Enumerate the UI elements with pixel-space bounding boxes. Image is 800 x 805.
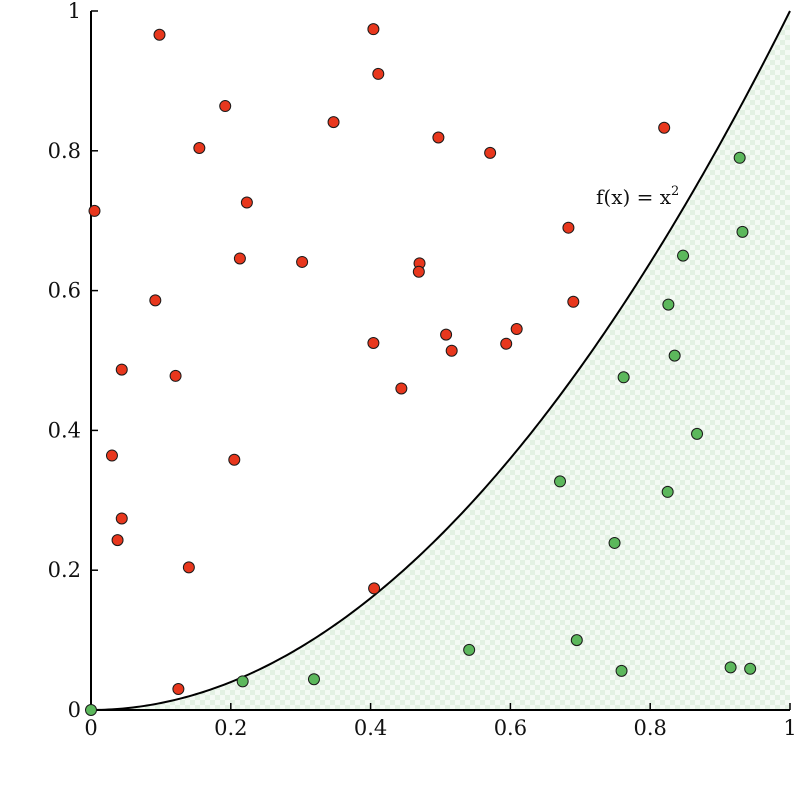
data-point-above bbox=[395, 382, 408, 395]
data-point-below bbox=[733, 151, 746, 164]
data-point-above bbox=[233, 252, 246, 265]
y-tick-label: 0.6 bbox=[48, 279, 81, 303]
data-point-above bbox=[115, 512, 128, 525]
data-point-below bbox=[85, 704, 97, 716]
data-point-below bbox=[677, 249, 690, 262]
data-point-above bbox=[228, 453, 241, 466]
y-tick-label: 0.8 bbox=[48, 139, 81, 163]
shaded-region bbox=[91, 11, 790, 710]
data-point-above bbox=[193, 142, 206, 154]
data-point-below bbox=[661, 485, 674, 498]
data-point-above bbox=[567, 295, 580, 308]
x-tick-label: 0 bbox=[84, 716, 97, 740]
data-point-above bbox=[440, 328, 453, 341]
data-point-above bbox=[500, 337, 513, 350]
y-tick-label: 0 bbox=[68, 698, 81, 722]
series-below bbox=[85, 151, 757, 716]
data-point-above bbox=[562, 221, 575, 234]
data-point-above bbox=[367, 337, 380, 350]
data-point-below bbox=[236, 675, 249, 688]
x-tick-label: 1 bbox=[783, 716, 796, 740]
data-point-above bbox=[172, 683, 185, 696]
data-point-above bbox=[484, 146, 497, 159]
data-point-below bbox=[463, 643, 476, 656]
data-point-above bbox=[445, 344, 458, 357]
y-tick-label: 0.2 bbox=[48, 558, 81, 582]
data-point-above bbox=[115, 363, 128, 376]
curve-label-text: f(x) = x bbox=[596, 185, 672, 209]
data-point-above bbox=[149, 294, 162, 307]
data-point-above bbox=[153, 28, 166, 41]
x-tick-label: 0.4 bbox=[354, 716, 387, 740]
x-tick-label: 0.6 bbox=[494, 716, 527, 740]
data-point-below bbox=[554, 475, 567, 488]
data-point-below bbox=[744, 662, 757, 675]
data-point-below bbox=[662, 298, 675, 311]
data-point-above bbox=[432, 131, 445, 144]
data-point-above bbox=[510, 323, 523, 336]
data-point-above bbox=[169, 369, 182, 382]
curve-label: f(x) = x2 bbox=[596, 184, 679, 209]
data-point-above bbox=[367, 23, 380, 36]
data-point-below bbox=[608, 536, 621, 549]
curve-label-exponent: 2 bbox=[671, 184, 679, 199]
data-point-below bbox=[570, 634, 583, 647]
data-point-below bbox=[615, 664, 628, 677]
data-point-below bbox=[691, 427, 704, 440]
data-point-above bbox=[182, 561, 195, 574]
data-point-below bbox=[736, 225, 749, 238]
data-point-below bbox=[668, 349, 681, 362]
data-point-above bbox=[412, 265, 425, 278]
data-point-below bbox=[307, 673, 320, 686]
data-point-above bbox=[296, 255, 309, 268]
series-above bbox=[88, 23, 671, 696]
data-point-above bbox=[372, 67, 385, 80]
data-point-above bbox=[327, 116, 340, 129]
data-point-above bbox=[111, 534, 124, 547]
data-point-above bbox=[219, 100, 232, 113]
data-point-above bbox=[240, 196, 253, 209]
x-tick-label: 0.2 bbox=[214, 716, 247, 740]
data-point-above bbox=[88, 204, 101, 217]
data-point-above bbox=[658, 121, 671, 134]
y-tick-label: 0.4 bbox=[48, 418, 81, 442]
data-point-above bbox=[105, 449, 118, 462]
x-tick-label: 0.8 bbox=[633, 716, 666, 740]
curve-line bbox=[90, 10, 791, 711]
y-tick-label: 1 bbox=[68, 0, 81, 23]
data-point-above bbox=[368, 582, 381, 595]
data-point-below bbox=[617, 371, 630, 384]
data-point-below bbox=[724, 661, 737, 674]
